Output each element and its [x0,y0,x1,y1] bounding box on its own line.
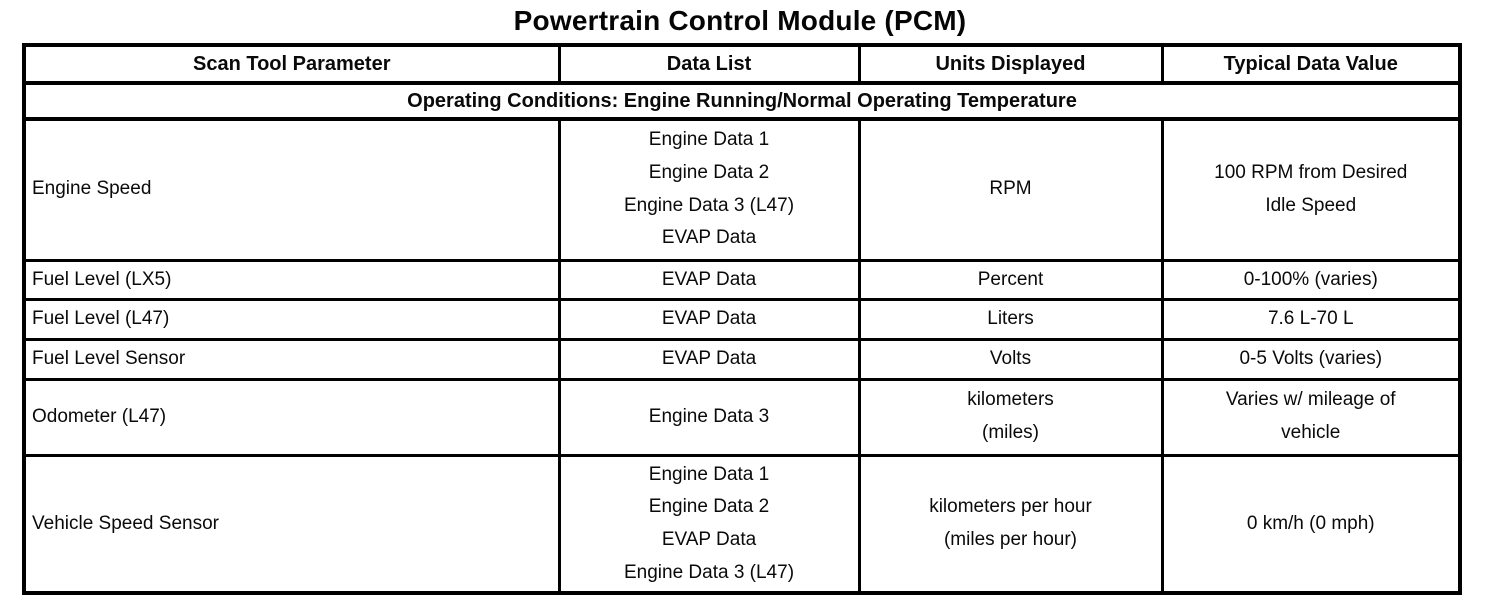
cell-units: RPM [857,117,1164,262]
column-header-units-displayed: Units Displayed [857,43,1164,85]
cell-data-list: EVAP Data [557,337,861,381]
table-row-odometer-l47: Odometer (L47) Engine Data 3 kilometers … [22,377,1462,457]
column-header-typical-data-value: Typical Data Value [1160,43,1462,85]
cell-data-list: EVAP Data [557,258,861,302]
cell-parameter: Engine Speed [22,117,561,262]
cell-typical-value: 0 km/h (0 mph) [1160,453,1462,595]
cell-parameter: Odometer (L47) [22,377,561,457]
cell-parameter: Fuel Level (L47) [22,298,561,341]
operating-conditions-banner: Operating Conditions: Engine Running/Nor… [22,81,1462,121]
table-header-row: Scan Tool Parameter Data List Units Disp… [22,43,1462,85]
cell-units: Percent [857,258,1164,302]
cell-parameter: Vehicle Speed Sensor [22,453,561,595]
cell-data-list: EVAP Data [557,298,861,341]
pcm-data-table: Scan Tool Parameter Data List Units Disp… [22,43,1462,596]
column-header-scan-tool-parameter: Scan Tool Parameter [22,43,561,85]
cell-units: kilometers per hour (miles per hour) [857,453,1164,595]
cell-typical-value: 0-5 Volts (varies) [1160,337,1462,381]
cell-typical-value: 0-100% (varies) [1160,258,1462,302]
cell-typical-value: 100 RPM from Desired Idle Speed [1160,117,1462,262]
table-row-fuel-level-l47: Fuel Level (L47) EVAP Data Liters 7.6 L-… [22,298,1462,341]
table-row-vehicle-speed-sensor: Vehicle Speed Sensor Engine Data 1 Engin… [22,453,1462,595]
cell-units: kilometers (miles) [857,377,1164,457]
column-header-data-list: Data List [557,43,861,85]
cell-parameter: Fuel Level Sensor [22,337,561,381]
operating-conditions-row: Operating Conditions: Engine Running/Nor… [22,81,1462,121]
cell-data-list: Engine Data 1 Engine Data 2 Engine Data … [557,117,861,262]
table-row-fuel-level-sensor: Fuel Level Sensor EVAP Data Volts 0-5 Vo… [22,337,1462,381]
cell-data-list: Engine Data 3 [557,377,861,457]
cell-typical-value: Varies w/ mileage of vehicle [1160,377,1462,457]
cell-data-list: Engine Data 1 Engine Data 2 EVAP Data En… [557,453,861,595]
page-title: Powertrain Control Module (PCM) [513,5,967,36]
cell-parameter: Fuel Level (LX5) [22,258,561,302]
table-row-engine-speed: Engine Speed Engine Data 1 Engine Data 2… [22,117,1462,262]
cell-units: Volts [857,337,1164,381]
cell-units: Liters [857,298,1164,341]
cell-typical-value: 7.6 L-70 L [1160,298,1462,341]
table-row-fuel-level-lx5: Fuel Level (LX5) EVAP Data Percent 0-100… [22,258,1462,302]
